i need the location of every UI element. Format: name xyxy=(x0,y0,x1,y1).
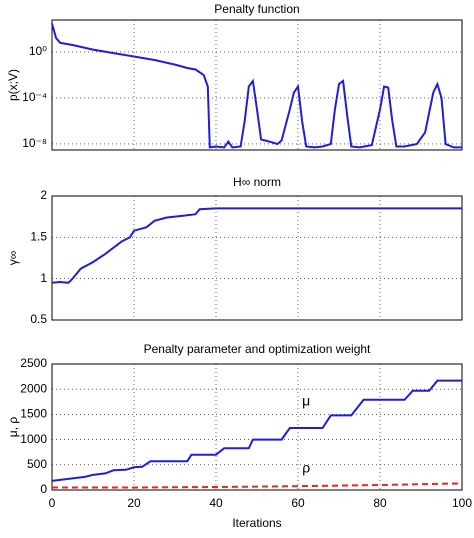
x-axis-label: Iterations xyxy=(232,516,281,530)
plot-frame xyxy=(51,195,463,321)
x-tick-label: 60 xyxy=(291,496,305,510)
plot-frame xyxy=(51,363,463,491)
plot-frame xyxy=(51,19,463,151)
y-tick-label: 2 xyxy=(40,188,47,202)
series-annotation: ρ xyxy=(302,460,310,476)
y-tick-label: 2500 xyxy=(20,356,47,370)
y-axis-label: γ∞ xyxy=(6,251,20,266)
y-tick-label: 0.5 xyxy=(30,312,47,326)
series-annotation: μ xyxy=(302,393,310,409)
x-tick-label: 40 xyxy=(209,496,223,510)
data-line xyxy=(51,379,462,482)
chart-title: H∞ norm xyxy=(233,175,281,189)
x-tick-label: 0 xyxy=(49,496,56,510)
chart-title: Penalty parameter and optimization weigh… xyxy=(144,342,371,356)
y-tick-label: 500 xyxy=(27,457,47,471)
y-tick-label: 1000 xyxy=(20,432,47,446)
y-tick-label: 1 xyxy=(40,271,47,285)
y-axis-label: p(x;V) xyxy=(6,69,20,101)
data-line xyxy=(52,482,463,489)
y-tick-label: 2000 xyxy=(20,381,47,395)
y-tick-label: 10⁰ xyxy=(29,44,47,58)
x-tick-label: 100 xyxy=(452,496,472,510)
y-axis-label: μ, ρ xyxy=(6,417,20,438)
chart-title: Penalty function xyxy=(214,2,299,16)
y-tick-label: 0 xyxy=(40,482,47,496)
x-tick-label: 20 xyxy=(127,496,141,510)
y-tick-label: 1500 xyxy=(20,407,47,421)
data-line xyxy=(51,23,462,149)
y-tick-label: 10⁻⁸ xyxy=(22,136,47,150)
y-tick-label: 10⁻⁴ xyxy=(22,90,47,104)
data-line xyxy=(51,207,462,284)
x-tick-label: 80 xyxy=(373,496,387,510)
y-tick-label: 1.5 xyxy=(30,230,47,244)
